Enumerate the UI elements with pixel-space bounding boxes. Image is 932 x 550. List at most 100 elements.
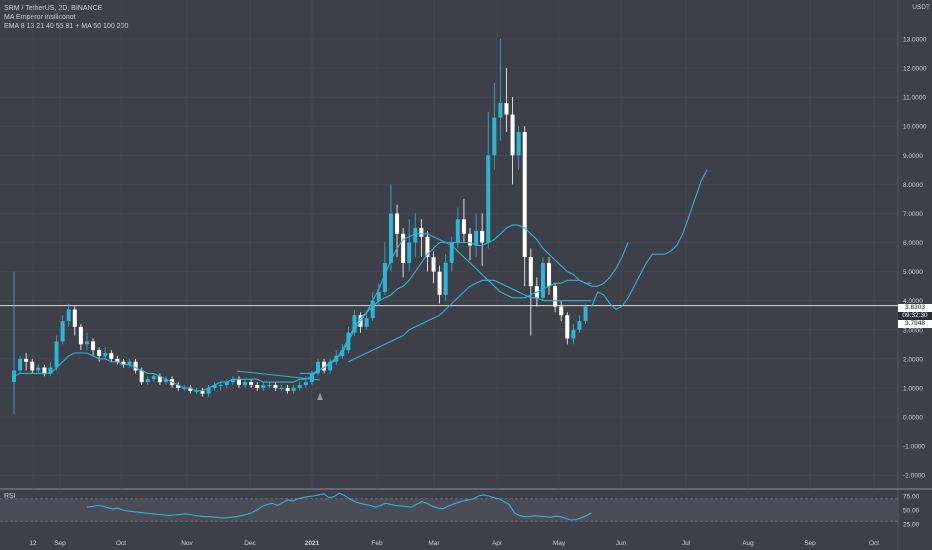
candle-body xyxy=(176,385,181,388)
candle-body xyxy=(72,309,77,327)
candle-body xyxy=(352,315,357,333)
candle-body xyxy=(522,132,527,258)
candle-body xyxy=(455,219,460,243)
candle-body xyxy=(388,213,393,263)
candle-body xyxy=(91,341,96,351)
y-tick-label: 4.0000 xyxy=(903,298,923,305)
y-tick-label: 13.0000 xyxy=(903,37,927,44)
x-tick-label: Oct xyxy=(116,540,126,547)
candle-body xyxy=(577,321,582,330)
rsi-tick-label: 25.00 xyxy=(903,522,920,529)
candle-body xyxy=(461,219,466,234)
candle-body xyxy=(401,233,406,263)
x-tick-label: May xyxy=(553,540,566,547)
y-tick-label: 9.0000 xyxy=(903,153,923,160)
candle-body xyxy=(516,132,521,156)
candle-body xyxy=(84,341,89,345)
candle-body xyxy=(48,367,53,374)
candle-body xyxy=(540,262,545,298)
y-tick-label: 0.0000 xyxy=(903,415,923,422)
candle-body xyxy=(492,117,497,156)
candle-body xyxy=(255,385,260,388)
candle-body xyxy=(583,306,588,322)
candle-body xyxy=(36,367,41,371)
candle-body xyxy=(188,387,193,391)
candle-body xyxy=(504,102,509,115)
x-tick-label: Jul xyxy=(682,540,691,547)
candle-body xyxy=(328,361,333,371)
candle-body xyxy=(30,361,35,371)
y-tick-label: 10.0000 xyxy=(903,124,927,131)
candle-body xyxy=(449,242,454,263)
candle-body xyxy=(78,326,83,345)
candle-body xyxy=(230,379,235,383)
candle-body xyxy=(547,262,552,287)
candle-body xyxy=(145,379,150,383)
candle-body xyxy=(261,385,266,388)
candle-body xyxy=(480,230,485,243)
x-tick-label: Nov xyxy=(181,540,193,547)
candle-body xyxy=(425,236,430,258)
candle-body xyxy=(249,382,254,386)
candle-body xyxy=(279,387,284,389)
candle-body xyxy=(224,382,229,386)
y-tick-label: 2.0000 xyxy=(903,356,923,363)
candle-body xyxy=(316,361,320,374)
candle-body xyxy=(382,262,387,292)
candle-body xyxy=(273,385,278,388)
x-tick-label: 12 xyxy=(29,540,37,547)
candle-body xyxy=(109,353,114,359)
y-tick-label: 1.0000 xyxy=(903,385,923,392)
candle-body xyxy=(376,291,381,301)
candle-body xyxy=(468,233,472,246)
candle-body xyxy=(157,376,162,383)
candle-body xyxy=(486,155,491,243)
candle-body xyxy=(97,350,102,356)
candle-body xyxy=(407,242,412,263)
candle-body xyxy=(474,230,479,246)
rsi-label: RSI xyxy=(4,493,16,500)
x-tick-label: Jun xyxy=(616,540,627,547)
y-tick-label: 6.0000 xyxy=(903,240,923,247)
price-axis-unit: USDT xyxy=(912,4,930,11)
x-tick-label: Mar xyxy=(428,540,440,547)
candle-body xyxy=(370,300,375,319)
candle-body xyxy=(218,385,223,387)
ma-line-ema xyxy=(13,224,629,392)
x-tick-label: 2021 xyxy=(305,540,320,547)
candle-body xyxy=(571,329,576,339)
candle-body xyxy=(297,385,302,388)
x-tick-label: Aug xyxy=(742,540,754,547)
candle-body xyxy=(309,373,314,383)
y-tick-label: 8.0000 xyxy=(903,182,923,189)
candle-body xyxy=(164,379,168,383)
candle-body xyxy=(200,390,205,394)
legend-indicator-1: MA Emperor insiliconot xyxy=(4,14,76,21)
candle-body xyxy=(419,228,424,237)
candle-body xyxy=(115,358,120,362)
y-tick-label: 12.0000 xyxy=(903,66,927,73)
candle-body xyxy=(498,102,503,118)
candle-body xyxy=(121,361,126,365)
candle-body xyxy=(510,114,515,156)
x-tick-label: Oct xyxy=(869,540,879,547)
candle-body xyxy=(243,382,248,386)
x-tick-label: Feb xyxy=(371,540,383,547)
candle-body xyxy=(528,257,533,287)
candle-body xyxy=(66,309,71,322)
candle-body xyxy=(139,370,144,383)
candle-body xyxy=(443,262,448,295)
chart-legend: SRM / TetherUS, 2D, BINANCE MA Emperor i… xyxy=(4,4,128,31)
x-tick-label: Dec xyxy=(244,540,256,547)
y-tick-label: 7.0000 xyxy=(903,211,923,218)
candle-body xyxy=(364,318,369,327)
y-tick-label: 3.0000 xyxy=(903,327,923,334)
x-tick-label: Sep xyxy=(804,540,816,547)
candle-body xyxy=(285,387,290,391)
signal-arrow-icon xyxy=(317,393,323,400)
candle-body xyxy=(236,379,241,386)
y-tick-label: 11.0000 xyxy=(903,95,926,102)
ma-line-ma-100 xyxy=(348,279,592,363)
candle-body xyxy=(18,358,23,371)
